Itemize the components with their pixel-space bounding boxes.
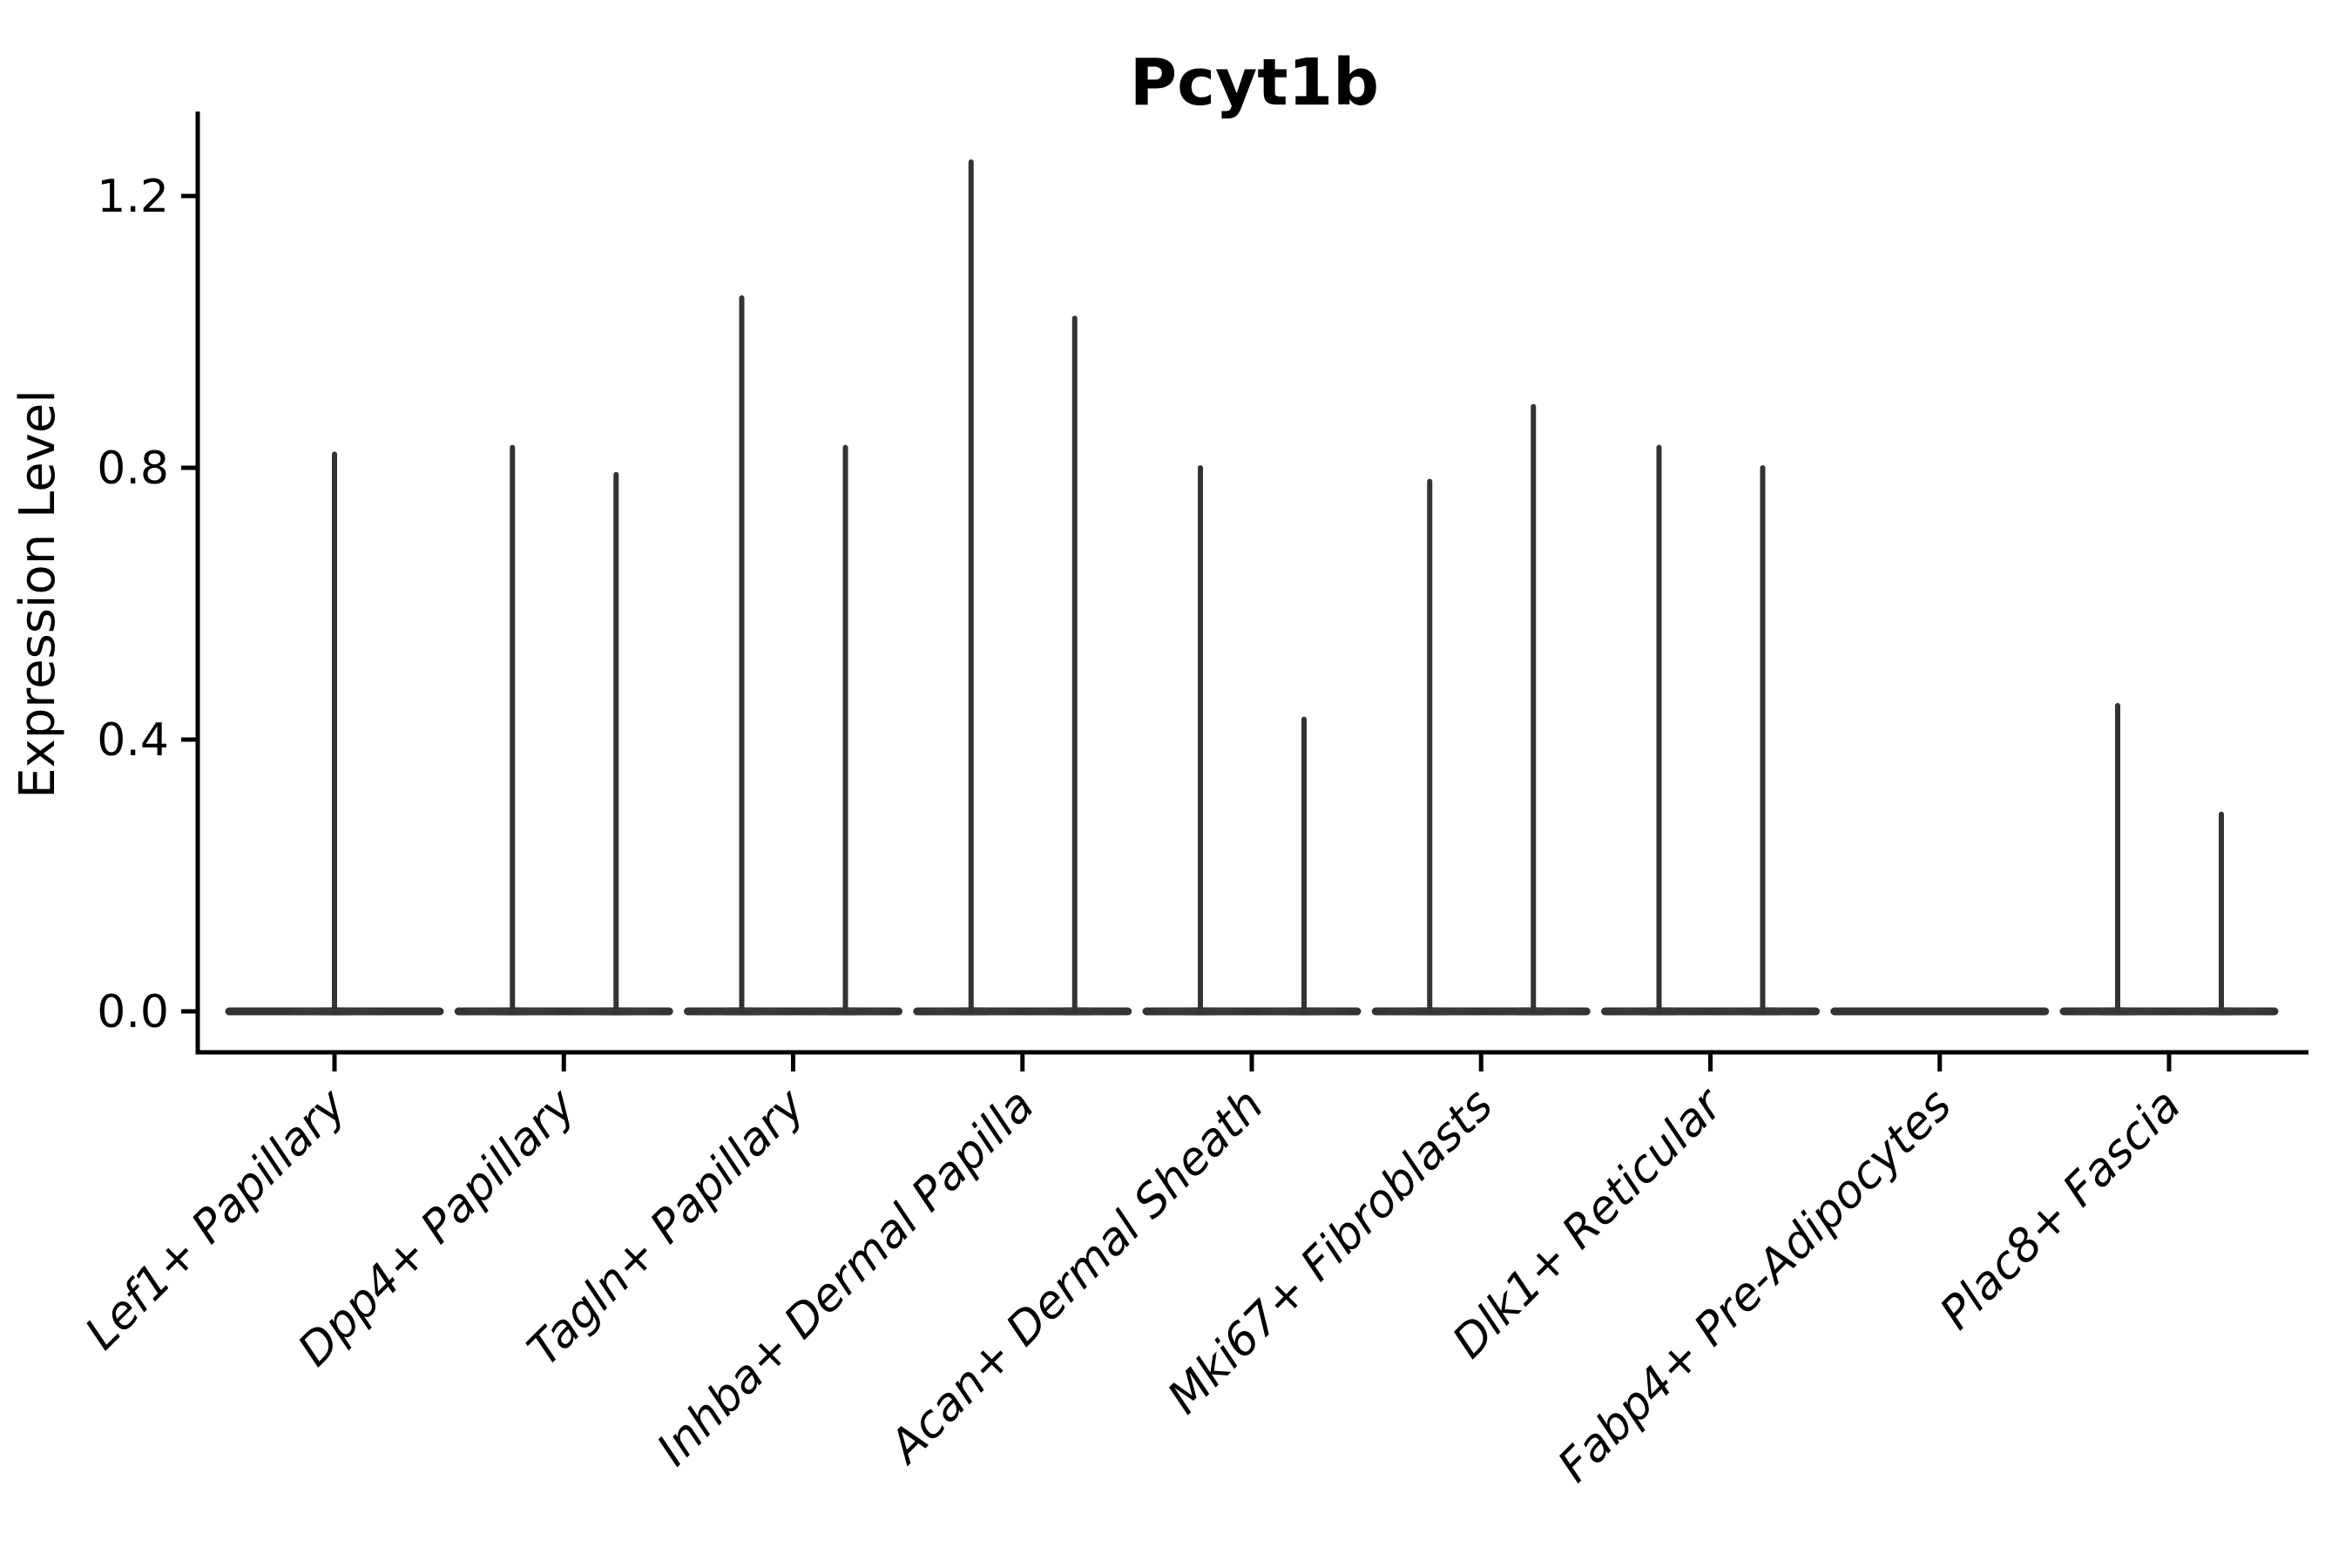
violin [454,444,673,1016]
x-category-label: Fabp4+ Pre-Adipocytes [1548,1079,1962,1493]
y-tick-label: 0.0 [97,986,169,1038]
axes-layer [181,112,2308,1071]
violin [2059,703,2279,1016]
x-category-label: Plac8+ Fascia [1930,1079,2191,1340]
violin [1142,465,1362,1016]
violin [913,159,1132,1016]
x-category-label: Inhba+ Dermal Papilla [647,1079,1044,1477]
chart-title: Pcyt1b [1130,45,1379,120]
violin [684,295,902,1016]
violins-layer [225,159,2279,1016]
y-tick-label: 0.8 [97,443,169,495]
violin [225,451,444,1016]
y-tick-label: 0.4 [97,714,169,767]
y-tick-label: 1.2 [97,171,169,223]
violin [1371,403,1591,1016]
x-category-label: Acan+ Dermal Sheath [878,1079,1274,1475]
y-axis-label: Expression Level [10,389,66,799]
violin [1601,444,1820,1016]
